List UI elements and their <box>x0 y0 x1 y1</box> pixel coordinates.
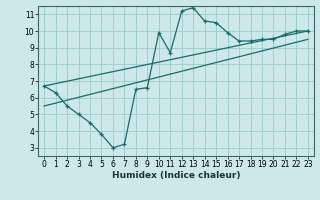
X-axis label: Humidex (Indice chaleur): Humidex (Indice chaleur) <box>112 171 240 180</box>
